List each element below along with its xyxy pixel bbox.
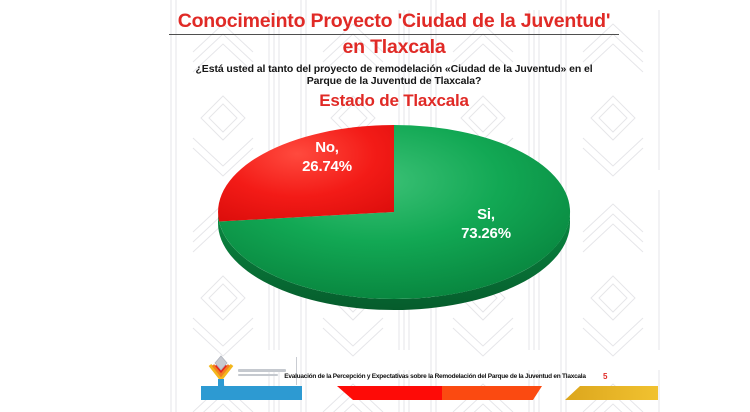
pie-chart-graphic xyxy=(218,124,571,310)
logo-chevron-orange xyxy=(211,364,231,378)
title-underline xyxy=(169,34,619,35)
pie-label-no-line1: No, xyxy=(315,139,339,156)
pie-label-si-line2: 73.26% xyxy=(461,224,511,242)
page-number: 5 xyxy=(603,372,608,381)
pie-label-no: No, 26.74% xyxy=(272,139,382,176)
logo-diamond xyxy=(214,355,228,371)
logo-base xyxy=(218,379,224,387)
title-block: Conocimeinto Proyecto 'Ciudad de la Juve… xyxy=(163,10,625,111)
footer-color-bars xyxy=(201,386,658,400)
pie-slice-no xyxy=(218,125,394,222)
survey-question: ¿Está usted al tanto del proyecto de rem… xyxy=(163,63,625,87)
tlaxcala-government-logo-icon xyxy=(208,355,234,387)
footer-bar-gold xyxy=(565,386,658,400)
pie-chart: No, 26.74% Si, 73.26% xyxy=(205,115,585,330)
region-subtitle: Estado de Tlaxcala xyxy=(319,91,469,110)
logo-caption-line xyxy=(238,373,278,376)
footer-divider-line xyxy=(296,357,297,385)
pie-label-si-line1: Si, xyxy=(477,206,495,223)
footer-bar-red xyxy=(337,386,442,400)
slide-title-line2: en Tlaxcala xyxy=(342,36,446,58)
logo-caption-line xyxy=(238,369,286,372)
survey-question-line1: ¿Está usted al tanto del proyecto de rem… xyxy=(195,63,593,75)
survey-question-line2: Parque de la Juventud de Tlaxcala? xyxy=(306,74,482,87)
footer-caption: Evaluación de la Percepción y Expectativ… xyxy=(284,373,586,380)
footer-bar-blue xyxy=(201,386,302,400)
pie-label-si: Si, 73.26% xyxy=(431,206,541,243)
pie-slice-si xyxy=(219,124,571,299)
footer-bar-orange xyxy=(442,386,542,400)
logo-chevron-red xyxy=(214,364,228,374)
pie-label-no-line2: 26.74% xyxy=(302,157,352,175)
slide-title-line1: Conocimeinto Proyecto 'Ciudad de la Juve… xyxy=(177,10,611,32)
